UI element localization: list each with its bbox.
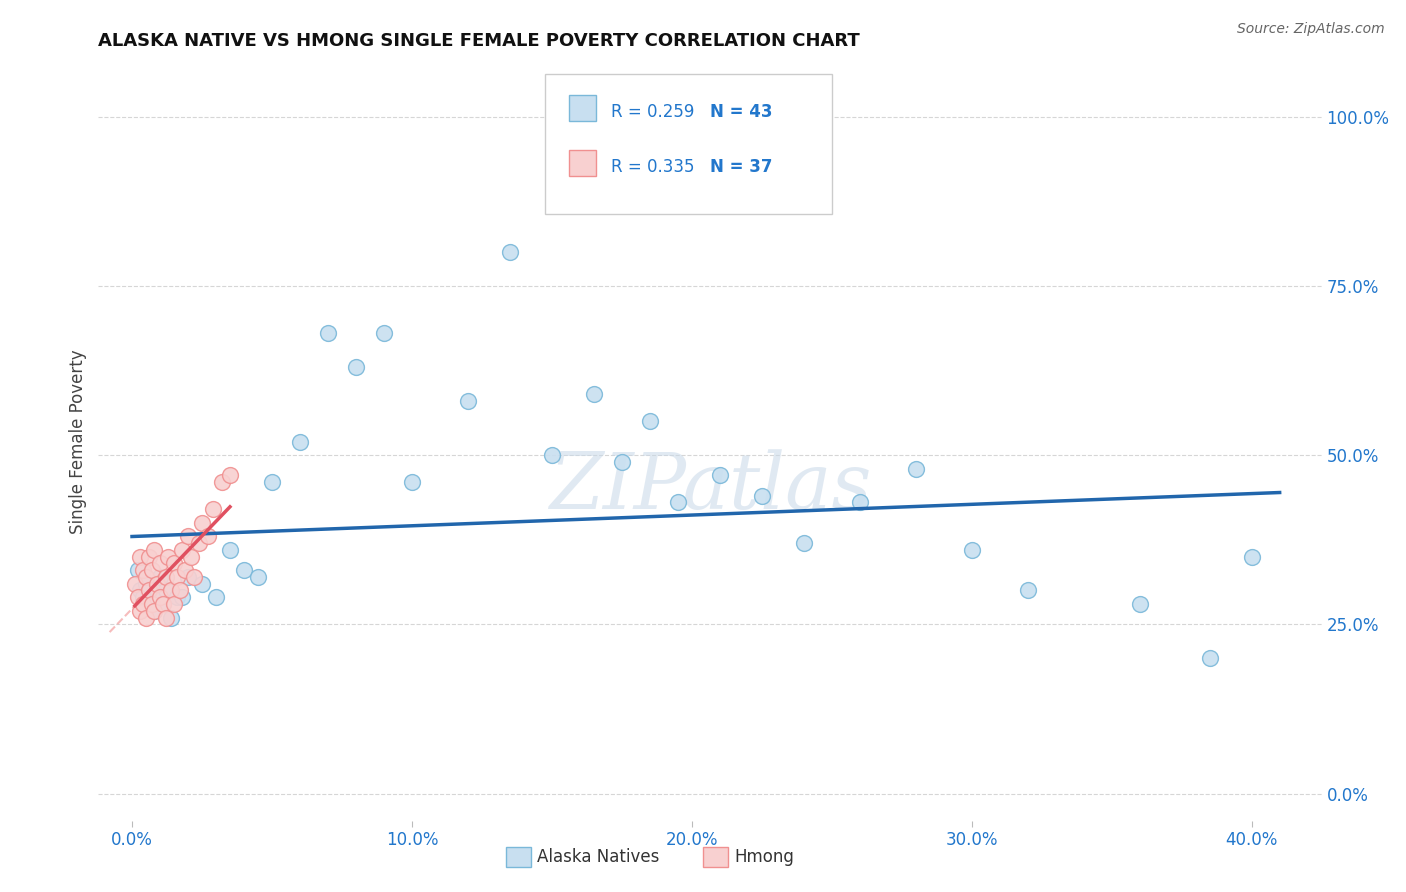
Point	[135, 570, 157, 584]
Point	[146, 583, 169, 598]
Point	[751, 489, 773, 503]
Point	[373, 326, 395, 341]
Point	[1017, 583, 1039, 598]
Point	[174, 563, 197, 577]
Point	[127, 563, 149, 577]
Point	[149, 557, 172, 571]
Point	[152, 597, 174, 611]
Point	[246, 570, 269, 584]
Point	[135, 610, 157, 624]
Text: ZIPatlas: ZIPatlas	[548, 449, 872, 525]
Point	[163, 557, 186, 571]
Point	[149, 591, 172, 605]
Point	[141, 563, 163, 577]
Point	[960, 542, 983, 557]
Point	[638, 414, 661, 428]
Point	[1129, 597, 1152, 611]
Point	[143, 604, 166, 618]
Point	[169, 583, 191, 598]
Point	[1198, 651, 1220, 665]
Point	[499, 244, 522, 259]
Point	[582, 387, 605, 401]
Point	[138, 549, 160, 564]
Point	[904, 461, 927, 475]
Point	[155, 570, 177, 584]
Point	[793, 536, 815, 550]
Point	[709, 468, 731, 483]
Point	[205, 591, 228, 605]
Text: R = 0.335: R = 0.335	[612, 158, 695, 176]
Point	[1240, 549, 1263, 564]
Point	[135, 576, 157, 591]
Point	[129, 583, 152, 598]
Point	[666, 495, 689, 509]
Bar	[569, 95, 596, 120]
Point	[157, 549, 180, 564]
Point	[177, 529, 200, 543]
Point	[132, 597, 155, 611]
Point	[129, 604, 152, 618]
Point	[138, 583, 160, 598]
Text: N = 37: N = 37	[710, 158, 772, 176]
Text: Source: ZipAtlas.com: Source: ZipAtlas.com	[1237, 22, 1385, 37]
Bar	[506, 847, 531, 867]
Bar	[569, 150, 596, 177]
Point	[129, 549, 152, 564]
Point	[541, 448, 564, 462]
Point	[233, 563, 256, 577]
Point	[211, 475, 233, 490]
Y-axis label: Single Female Poverty: Single Female Poverty	[69, 350, 87, 533]
Point	[191, 516, 214, 530]
Point	[183, 570, 205, 584]
Point	[457, 393, 479, 408]
Text: ALASKA NATIVE VS HMONG SINGLE FEMALE POVERTY CORRELATION CHART: ALASKA NATIVE VS HMONG SINGLE FEMALE POV…	[98, 32, 860, 50]
Point	[155, 583, 177, 598]
Point	[152, 597, 174, 611]
Point	[849, 495, 872, 509]
Point	[202, 502, 225, 516]
Point	[219, 468, 242, 483]
Point	[288, 434, 311, 449]
Point	[124, 576, 146, 591]
Text: Alaska Natives: Alaska Natives	[537, 848, 659, 866]
Bar	[703, 847, 728, 867]
Point	[260, 475, 283, 490]
Text: N = 43: N = 43	[710, 103, 772, 120]
Point	[163, 597, 186, 611]
Point	[160, 610, 183, 624]
Text: Hmong: Hmong	[734, 848, 794, 866]
Text: R = 0.259: R = 0.259	[612, 103, 695, 120]
Point	[160, 583, 183, 598]
Point	[166, 591, 188, 605]
Point	[138, 583, 160, 598]
Point	[155, 610, 177, 624]
Point	[166, 570, 188, 584]
Point	[316, 326, 339, 341]
Point	[132, 591, 155, 605]
Point	[141, 597, 163, 611]
Point	[143, 542, 166, 557]
Point	[610, 455, 633, 469]
Point	[146, 576, 169, 591]
Point	[149, 570, 172, 584]
Point	[143, 604, 166, 618]
Point	[177, 570, 200, 584]
Point	[401, 475, 423, 490]
Point	[197, 529, 219, 543]
Point	[172, 542, 194, 557]
Point	[172, 591, 194, 605]
Point	[219, 542, 242, 557]
Point	[127, 591, 149, 605]
Point	[188, 536, 211, 550]
FancyBboxPatch shape	[546, 74, 832, 214]
Point	[180, 549, 202, 564]
Point	[141, 597, 163, 611]
Point	[191, 576, 214, 591]
Point	[132, 563, 155, 577]
Point	[344, 360, 367, 375]
